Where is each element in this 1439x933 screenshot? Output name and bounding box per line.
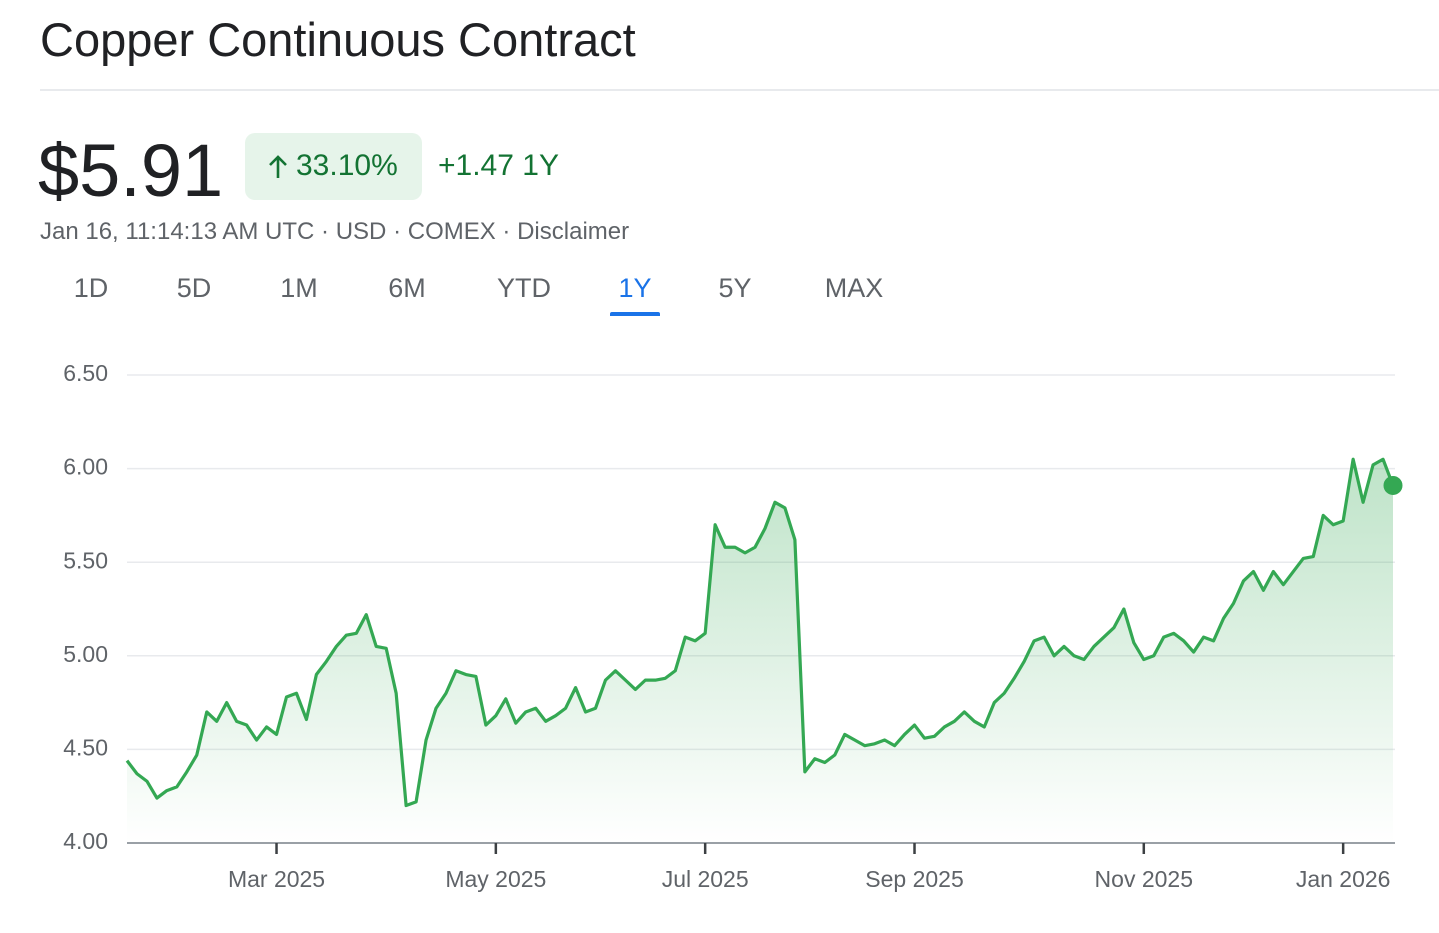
change-value: +1.47 bbox=[438, 149, 514, 182]
x-tick-label: Sep 2025 bbox=[865, 866, 963, 892]
y-tick-label: 4.00 bbox=[63, 828, 108, 854]
y-tick-label: 6.00 bbox=[63, 454, 108, 480]
change-badge bbox=[245, 133, 422, 200]
separator: · bbox=[321, 218, 330, 245]
meta-item: USD bbox=[335, 218, 387, 245]
y-tick-label: 5.00 bbox=[63, 641, 108, 667]
range-tab[interactable]: MAX bbox=[824, 273, 884, 303]
up-arrow bbox=[269, 155, 287, 178]
chart: 4.00 4.50 5.00 5.50 6.00 6.50 Mar 2025 May 2025… bbox=[63, 360, 1403, 892]
x-tick-label: May 2025 bbox=[445, 866, 546, 892]
range-tab[interactable]: 5D bbox=[176, 273, 212, 303]
x-tick-label: Jul 2025 bbox=[662, 866, 749, 892]
title: Copper Continuous Contract bbox=[40, 13, 636, 66]
range-tabs: 1D 5D 1M 6M YTD 1Y 5Y MAX bbox=[0, 273, 1000, 323]
range-tab[interactable]: 1D bbox=[73, 273, 109, 303]
last-point bbox=[1383, 475, 1403, 495]
meta-item: COMEX bbox=[407, 218, 496, 245]
price: $5.91 bbox=[38, 129, 224, 212]
separator: · bbox=[393, 218, 402, 245]
range-tab[interactable]: 5Y bbox=[718, 273, 752, 303]
y-tick-label: 6.50 bbox=[63, 360, 108, 386]
change: +1.47 1Y bbox=[438, 149, 559, 183]
x-tick-label: Jan 2026 bbox=[1296, 866, 1391, 892]
y-tick-label: 5.50 bbox=[63, 547, 108, 573]
area-fill bbox=[127, 459, 1393, 843]
tab-underline bbox=[610, 312, 660, 316]
change-period: 1Y bbox=[522, 149, 559, 182]
divider bbox=[40, 89, 1439, 91]
change-percent: 33.10% bbox=[296, 149, 398, 182]
range-tab[interactable]: 1M bbox=[280, 273, 318, 303]
range-tab[interactable]: YTD bbox=[497, 273, 551, 303]
x-tick-label: Nov 2025 bbox=[1095, 866, 1193, 892]
range-tab[interactable]: 6M bbox=[388, 273, 426, 303]
disclaimer-link[interactable]: Disclaimer bbox=[517, 218, 630, 245]
y-tick-label: 4.50 bbox=[63, 734, 108, 760]
x-tick-label: Mar 2025 bbox=[228, 866, 325, 892]
meta-item: Jan 16, 11:14:13 AM UTC bbox=[40, 218, 315, 245]
price-line bbox=[125, 457, 1395, 808]
range-tab[interactable]: 1Y bbox=[618, 273, 652, 303]
separator: · bbox=[502, 218, 511, 245]
quote-meta: Jan 16, 11:14:13 AM UTC · USD · COMEX · … bbox=[40, 218, 629, 246]
